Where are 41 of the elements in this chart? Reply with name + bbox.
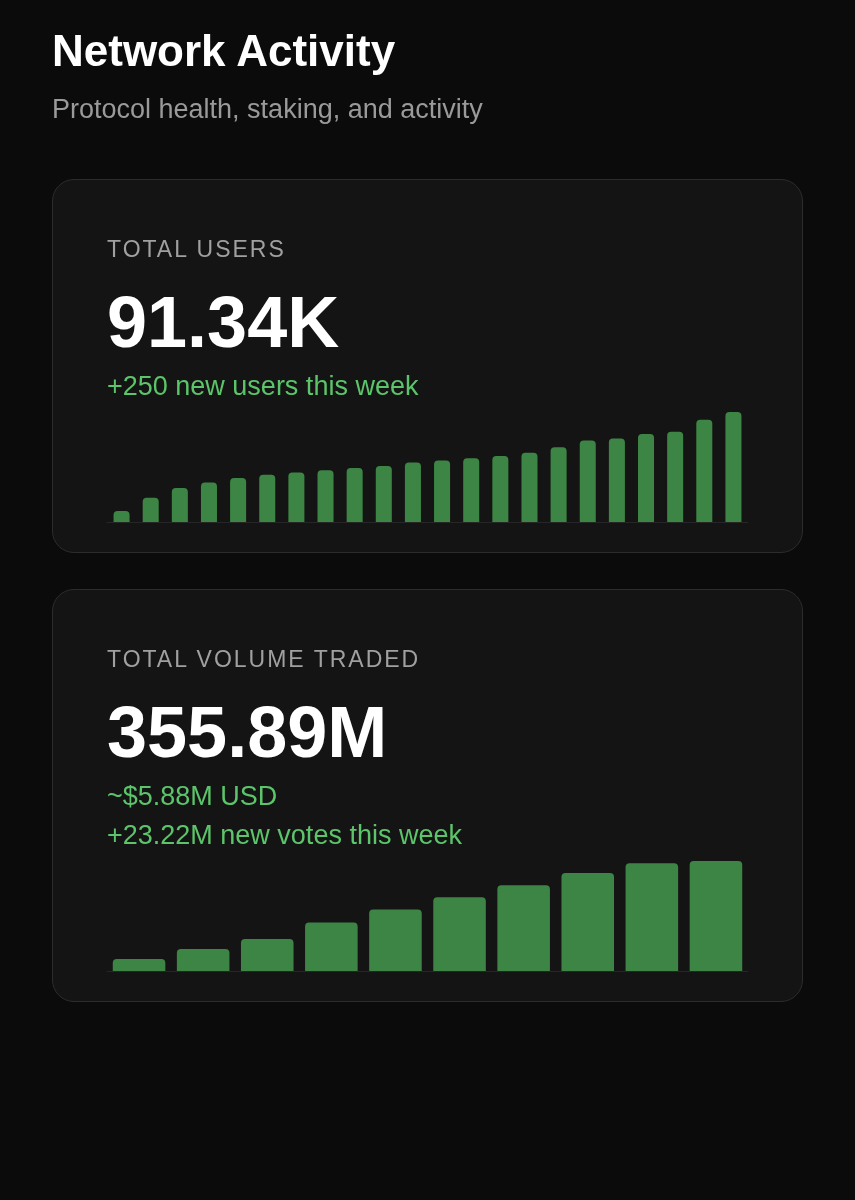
text: Network Activity — [52, 26, 397, 76]
bar — [288, 472, 305, 522]
bar — [608, 438, 625, 522]
bar — [200, 482, 217, 522]
bar — [667, 431, 684, 522]
chart-title: TOTAL USERS — [107, 236, 287, 263]
bar — [433, 897, 486, 971]
text: 91.34K — [107, 281, 341, 363]
bar — [230, 478, 247, 522]
bar — [550, 447, 567, 522]
bar — [240, 939, 294, 971]
text: +23.22M new votes this week — [107, 820, 463, 851]
chart-title: TOTAL VOLUME TRADED — [107, 646, 422, 673]
bar — [725, 412, 742, 522]
bar — [579, 440, 596, 522]
bar — [375, 465, 392, 522]
bar — [492, 456, 509, 522]
bar — [696, 419, 713, 522]
bar — [305, 922, 358, 971]
bar — [638, 434, 655, 522]
bar — [497, 885, 550, 971]
bar — [521, 452, 538, 522]
bar — [369, 909, 422, 971]
bar — [463, 458, 480, 522]
text: +250 new users this week — [107, 371, 420, 402]
bar — [142, 497, 159, 522]
bar — [404, 462, 421, 522]
bar — [113, 511, 130, 522]
bar — [112, 958, 166, 971]
bar — [259, 474, 276, 522]
bar — [317, 470, 334, 522]
text: 355.89M — [107, 691, 389, 773]
text: ~$5.88M USD — [107, 781, 279, 812]
bar — [434, 460, 451, 522]
bar — [561, 873, 615, 971]
bar — [346, 468, 363, 522]
bar — [171, 487, 188, 522]
text: Protocol health, staking, and activity — [52, 94, 484, 125]
bar — [176, 949, 230, 971]
bar — [689, 861, 743, 971]
bar — [625, 863, 679, 971]
